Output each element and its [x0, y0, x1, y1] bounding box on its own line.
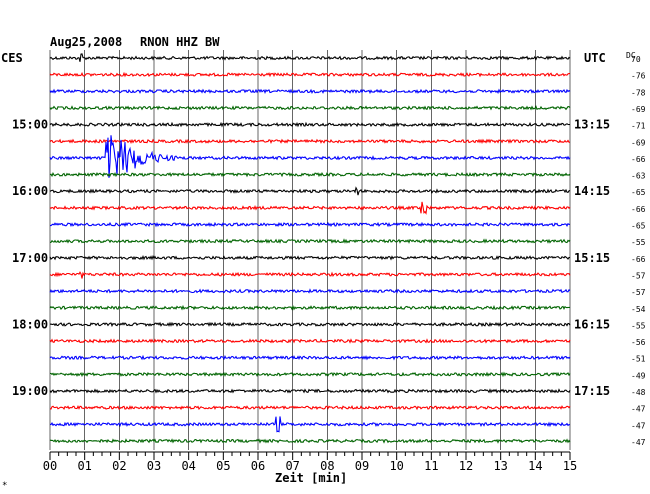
trace-16 — [49, 321, 571, 328]
dc-offset-label: -66 — [631, 255, 646, 264]
dc-offset-label: -55 — [631, 321, 646, 330]
dc-offset-label: -69 — [631, 105, 646, 114]
trace-labels: 15:00 16:00 17:00 18:00 19:00 13:15 14:15 15:15… — [12, 55, 646, 447]
x-tick-label-05: 05 — [216, 459, 230, 473]
dc-offset-label: -51 — [631, 355, 646, 364]
dc-offset-label: -57 — [631, 271, 646, 280]
trace-22 — [49, 416, 571, 433]
trace-15 — [49, 304, 571, 311]
x-tick-label-15: 15 — [563, 459, 577, 473]
trace-12 — [49, 255, 571, 261]
dc-offset-label: -47 — [631, 438, 646, 447]
dc-offset-label: -66 — [631, 205, 646, 214]
dc-offset-label: -66 — [631, 155, 646, 164]
dc-label: DC — [626, 51, 636, 60]
trace-13 — [49, 271, 571, 279]
trace-2 — [49, 88, 571, 95]
dc-offset-label: -47 — [631, 421, 646, 430]
x-tick-label-11: 11 — [424, 459, 438, 473]
dc-offset-label: -57 — [631, 288, 646, 297]
x-tick-label-08: 08 — [320, 459, 334, 473]
trace-4 — [49, 121, 571, 128]
dc-offset-label: 70 — [631, 55, 641, 64]
x-tick-label-06: 06 — [251, 459, 265, 473]
x-tick-label-04: 04 — [181, 459, 195, 473]
trace-9 — [49, 201, 571, 215]
dc-offset-label: -71 — [631, 122, 646, 131]
trace-3 — [49, 105, 571, 111]
x-tick-label-13: 13 — [493, 459, 507, 473]
minute-grid — [49, 50, 571, 450]
x-axis: 00 01 02 03 04 05 06 07 08 09 10 11 12 13 14 15 — [43, 451, 577, 473]
right-time-label: 14:15 — [574, 184, 610, 198]
left-timezone-label: CES — [1, 51, 23, 65]
x-axis-title: Zeit [min] — [275, 471, 347, 485]
date-label: Aug25,2008 — [50, 35, 122, 49]
trace-5 — [49, 138, 571, 145]
trace-10 — [50, 221, 571, 228]
trace-18 — [49, 354, 571, 361]
station-label: RNON HHZ BW — [140, 35, 220, 49]
left-time-label: 19:00 — [12, 384, 48, 398]
right-time-label: 17:15 — [574, 384, 610, 398]
trace-20 — [49, 388, 571, 394]
x-tick-label-07: 07 — [285, 459, 299, 473]
dc-offset-label: -65 — [631, 222, 646, 231]
x-tick-label-03: 03 — [147, 459, 161, 473]
trace-11 — [49, 238, 571, 244]
trace-21 — [49, 404, 571, 411]
dc-offset-label: -56 — [631, 338, 646, 347]
right-time-label: 16:15 — [574, 317, 610, 331]
dc-offset-label: -65 — [631, 188, 646, 197]
x-tick-label-14: 14 — [528, 459, 542, 473]
x-tick-label-01: 01 — [77, 459, 91, 473]
corner-mark: * — [2, 481, 7, 491]
dc-offset-label: -48 — [631, 388, 646, 397]
dc-offset-label: -78 — [631, 88, 646, 97]
right-timezone-label: UTC — [584, 51, 606, 65]
dc-offset-label: -49 — [631, 371, 646, 380]
traces — [49, 53, 571, 444]
dc-offset-label: -69 — [631, 138, 646, 147]
trace-19 — [49, 371, 571, 378]
right-time-label: 13:15 — [574, 118, 610, 132]
trace-8 — [49, 186, 571, 196]
left-time-label: 18:00 — [12, 317, 48, 331]
dc-offset-label: -76 — [631, 72, 646, 81]
trace-7 — [49, 171, 571, 178]
x-tick-label-12: 12 — [459, 459, 473, 473]
trace-14 — [49, 288, 571, 294]
trace-1 — [49, 71, 571, 78]
x-tick-label-02: 02 — [112, 459, 126, 473]
trace-0 — [49, 53, 571, 62]
trace-17 — [49, 338, 571, 344]
trace-6 — [49, 135, 571, 178]
left-time-label: 15:00 — [12, 118, 48, 132]
left-time-label: 16:00 — [12, 184, 48, 198]
x-tick-label-09: 09 — [355, 459, 369, 473]
trace-23 — [49, 438, 571, 444]
dc-offset-label: -55 — [631, 238, 646, 247]
right-time-label: 15:15 — [574, 251, 610, 265]
left-time-label: 17:00 — [12, 251, 48, 265]
dc-offset-label: -47 — [631, 405, 646, 414]
dc-offset-label: -54 — [631, 305, 646, 314]
dc-offset-label: -63 — [631, 172, 646, 181]
x-tick-label-10: 10 — [389, 459, 403, 473]
x-tick-label-00: 00 — [43, 459, 57, 473]
